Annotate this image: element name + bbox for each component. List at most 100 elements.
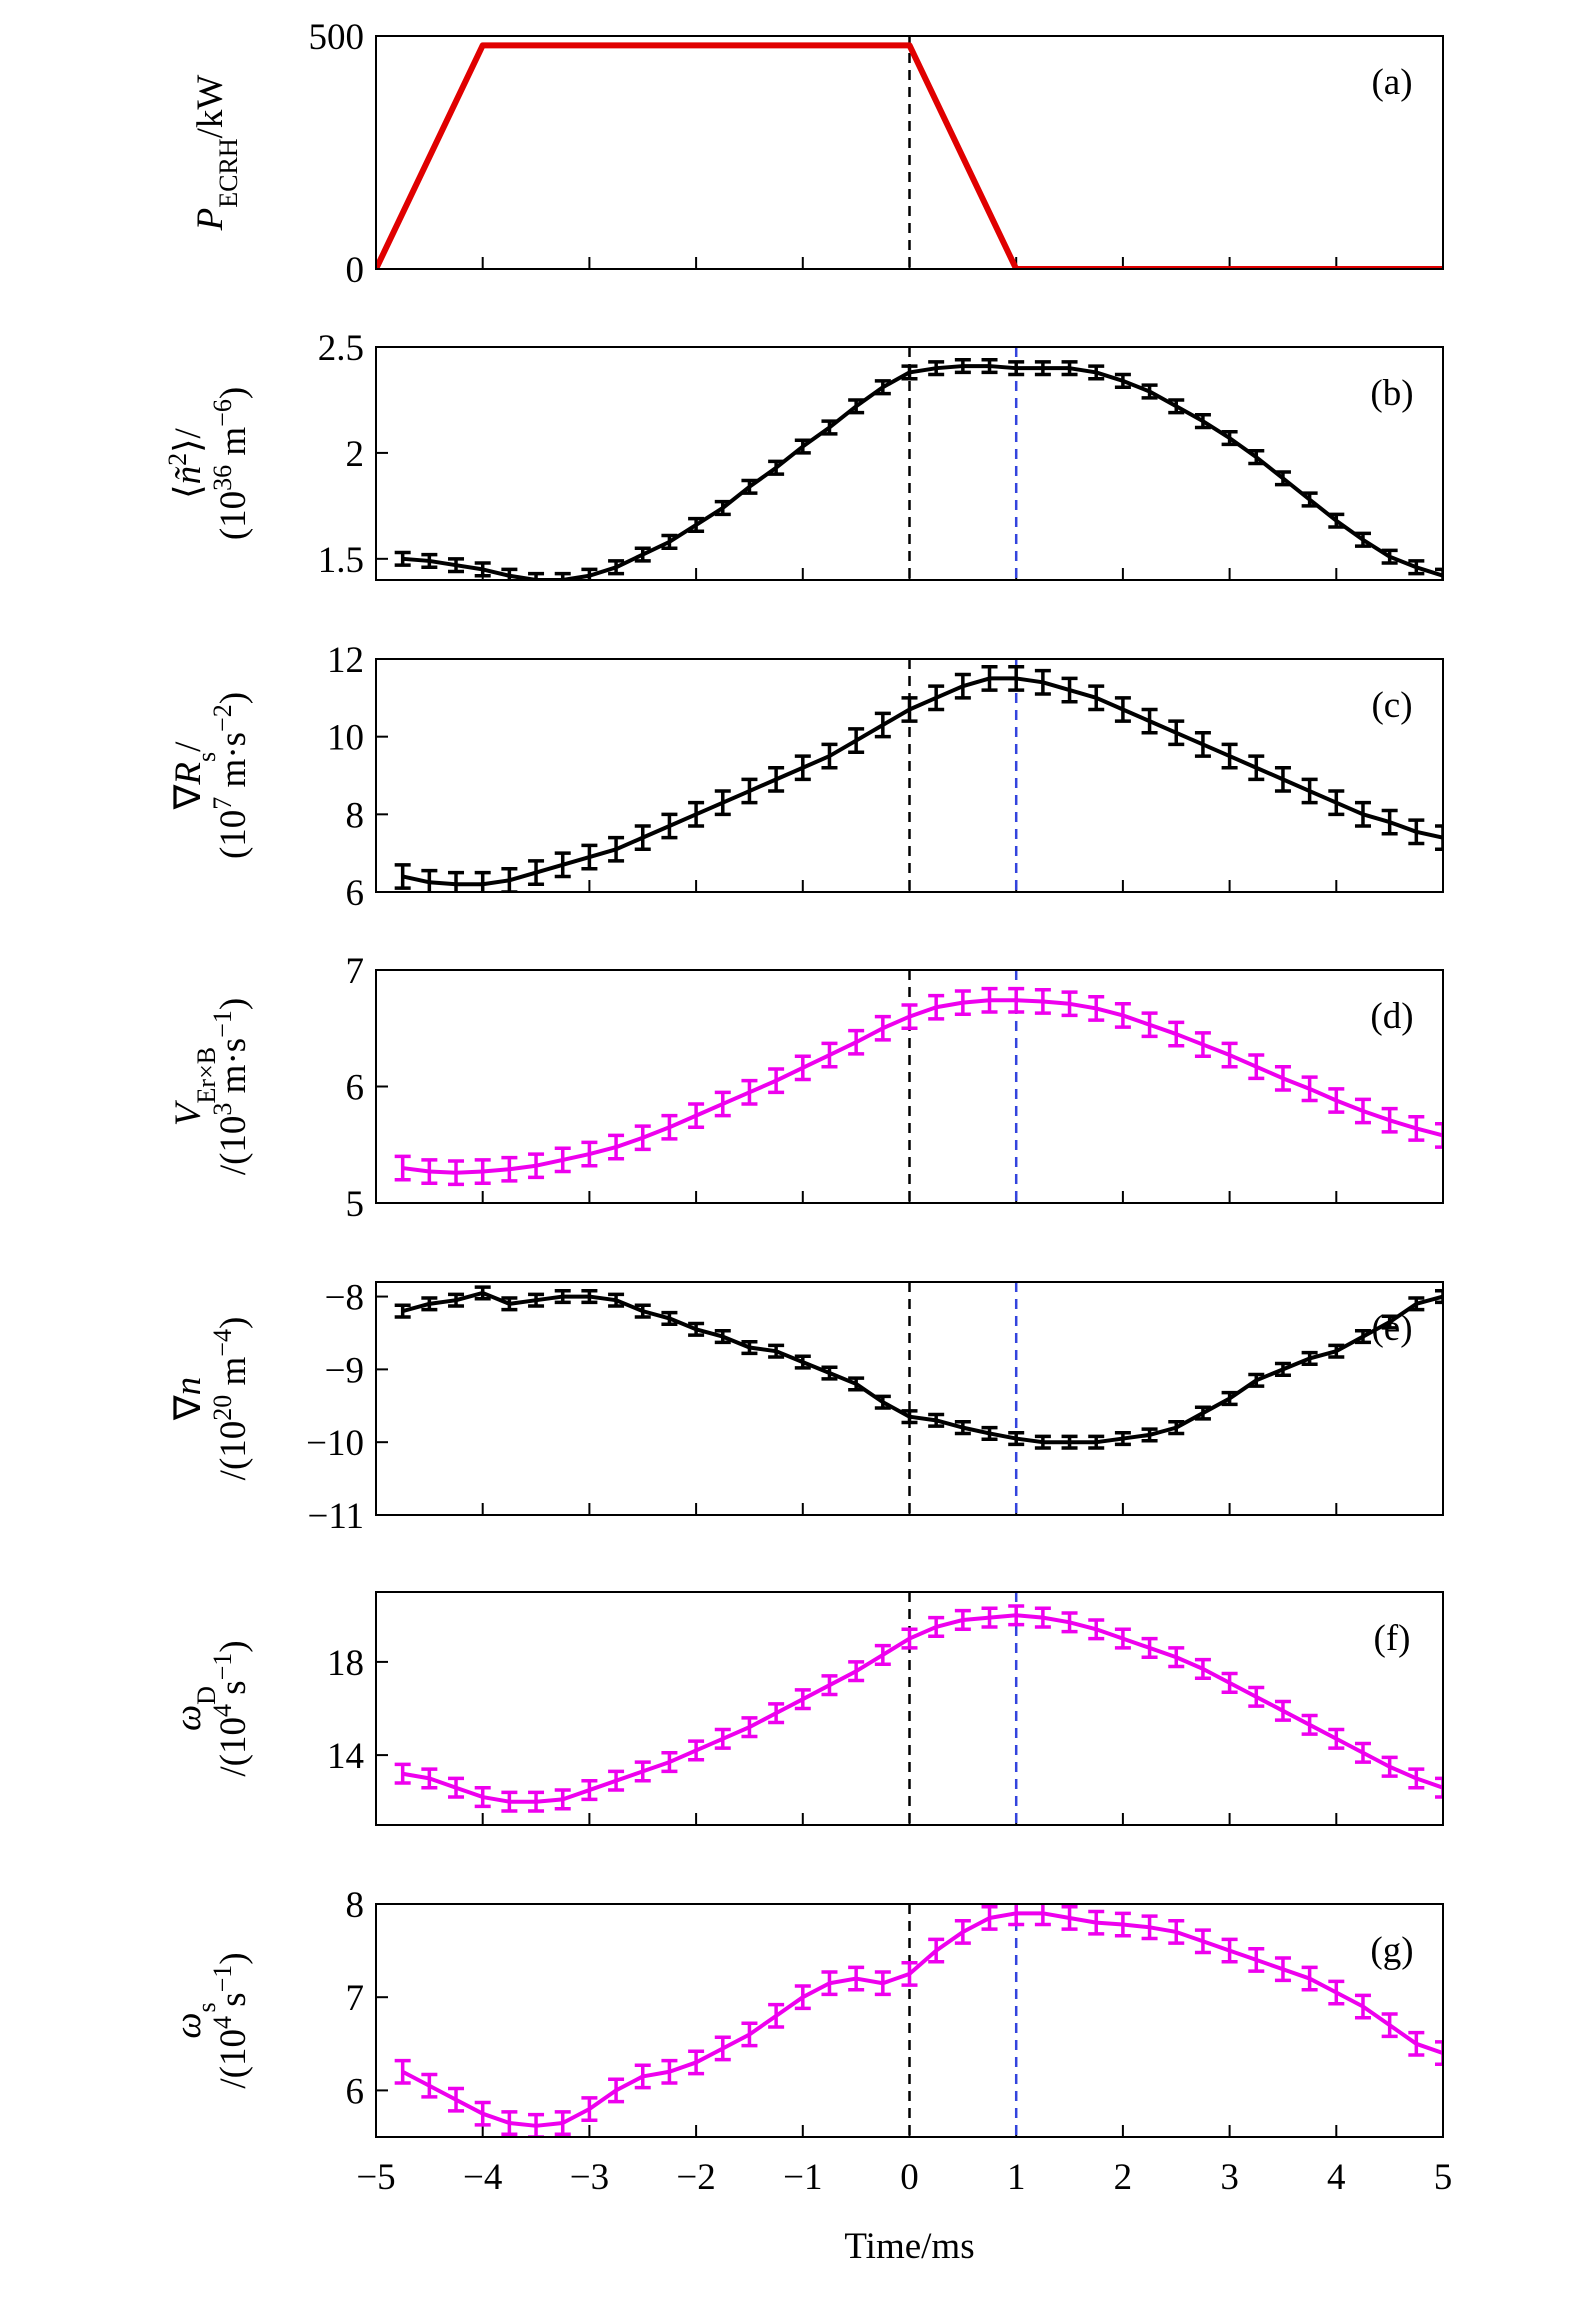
label-part: ω: [168, 1705, 209, 1731]
error-bar: [1435, 1288, 1443, 1305]
error-bar: [848, 1376, 865, 1392]
error-bar: [608, 1769, 625, 1792]
y-tick-label: 7: [346, 951, 365, 992]
error-bar: [1114, 372, 1131, 389]
error-bar: [1034, 1904, 1051, 1927]
error-bar: [714, 499, 731, 517]
plot-area: [394, 986, 1443, 1187]
error-bar: [954, 672, 971, 700]
error-bar: [1114, 1430, 1131, 1447]
x-tick-label: 4: [1327, 2157, 1346, 2198]
error-bar: [1274, 1361, 1291, 1377]
y-tick-label: 18: [327, 1643, 364, 1684]
error-bar: [901, 696, 918, 723]
error-bar: [1034, 1434, 1051, 1450]
y-tick-label: 6: [346, 2071, 365, 2112]
error-bar: [1168, 1646, 1185, 1669]
error-bar: [661, 2058, 678, 2085]
panel: −11−10−9−8(e)∇n/(1020 m−4): [168, 1278, 1444, 1537]
error-bar: [821, 1365, 838, 1381]
data-line: [402, 676, 1443, 887]
axes-frame: [375, 1903, 1444, 2138]
error-bar: [928, 1937, 945, 1964]
plot-area: [394, 1604, 1443, 1813]
error-bar: [608, 559, 625, 576]
label-part: −2: [208, 704, 237, 732]
error-bar: [1354, 800, 1371, 828]
error-bar: [1008, 360, 1025, 377]
error-bar: [1221, 429, 1238, 447]
error-bar: [608, 1292, 625, 1308]
label-part: −1: [208, 1010, 237, 1038]
error-bar: [528, 1152, 545, 1180]
error-bar: [688, 1102, 705, 1130]
error-bar: [901, 364, 918, 381]
data-line: [402, 1613, 1443, 1804]
error-bar: [981, 665, 998, 692]
label-part: 4: [208, 1704, 237, 1717]
y-axis-label: (1036 m−6): [208, 387, 255, 540]
error-bar: [848, 398, 865, 415]
error-bar: [661, 1751, 678, 1774]
error-bar: [1061, 360, 1078, 377]
label-part: (10: [213, 810, 254, 859]
axes-frame: [375, 346, 1444, 581]
error-bar: [554, 1288, 571, 1305]
error-bar: [1221, 1671, 1238, 1694]
y-axis-label: VEr×B: [168, 1047, 221, 1126]
error-bar: [1381, 548, 1398, 565]
data-line: [402, 1290, 1443, 1445]
error-bar: [501, 1155, 518, 1183]
label-part: −1: [208, 1965, 237, 1993]
error-bar: [954, 989, 971, 1017]
error-bar: [608, 2077, 625, 2104]
error-bar: [581, 843, 598, 871]
y-tick-label: 8: [346, 1885, 365, 1926]
error-bar: [1435, 824, 1443, 852]
error-bar: [1061, 1905, 1078, 1931]
error-bar: [1381, 1314, 1398, 1330]
error-bar: [901, 1627, 918, 1650]
error-bar: [1274, 1699, 1291, 1722]
panel-label: (a): [1371, 62, 1412, 103]
error-bar: [634, 2063, 651, 2090]
y-tick-label: −11: [308, 1496, 365, 1537]
error-bar: [848, 1965, 865, 1992]
y-tick-label: −9: [325, 1350, 364, 1391]
error-bar: [661, 812, 678, 840]
label-part: s: [213, 1680, 254, 1704]
error-bar: [1194, 1928, 1211, 1955]
error-bar: [1248, 1685, 1265, 1708]
error-bar: [794, 438, 811, 455]
error-bar: [474, 1158, 491, 1185]
error-bar: [1328, 789, 1345, 817]
error-bar: [608, 835, 625, 863]
error-bar: [581, 1140, 598, 1168]
error-bar: [928, 1412, 945, 1428]
data-line: [401, 1911, 1443, 2128]
error-bar: [1381, 1755, 1398, 1778]
error-bar: [848, 727, 865, 754]
x-tick-label: 5: [1434, 2157, 1453, 2198]
error-bar: [1194, 1405, 1211, 1421]
y-axis-label: ωD: [168, 1686, 221, 1731]
error-bar: [1248, 754, 1265, 782]
error-bar: [1034, 668, 1051, 696]
error-bar: [1141, 1636, 1158, 1659]
error-bar: [1408, 818, 1425, 846]
error-bar: [421, 552, 438, 570]
label-part: n: [168, 1377, 209, 1396]
error-bar: [1034, 988, 1051, 1015]
error-bar: [394, 1303, 411, 1319]
label-part: 2: [163, 453, 192, 466]
error-bar: [741, 478, 758, 495]
panel-label: (b): [1370, 373, 1413, 414]
y-tick-label: 6: [346, 873, 365, 914]
error-bar: [421, 1158, 438, 1185]
error-bar: [1114, 1911, 1131, 1938]
x-tick-label: 2: [1114, 2157, 1133, 2198]
error-bar: [1168, 1020, 1185, 1048]
panel-label: (f): [1374, 1618, 1411, 1659]
error-bar: [1061, 1611, 1078, 1634]
